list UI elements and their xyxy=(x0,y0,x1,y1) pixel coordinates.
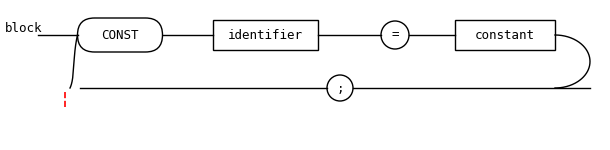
Text: CONST: CONST xyxy=(101,28,138,42)
Text: block: block xyxy=(5,21,43,34)
Ellipse shape xyxy=(381,21,409,49)
Ellipse shape xyxy=(327,75,353,101)
Text: =: = xyxy=(391,28,399,42)
Text: identifier: identifier xyxy=(228,28,303,42)
Text: ;: ; xyxy=(336,81,344,94)
Bar xyxy=(455,20,555,50)
Text: constant: constant xyxy=(475,28,535,42)
Bar xyxy=(212,20,317,50)
FancyBboxPatch shape xyxy=(77,18,162,52)
